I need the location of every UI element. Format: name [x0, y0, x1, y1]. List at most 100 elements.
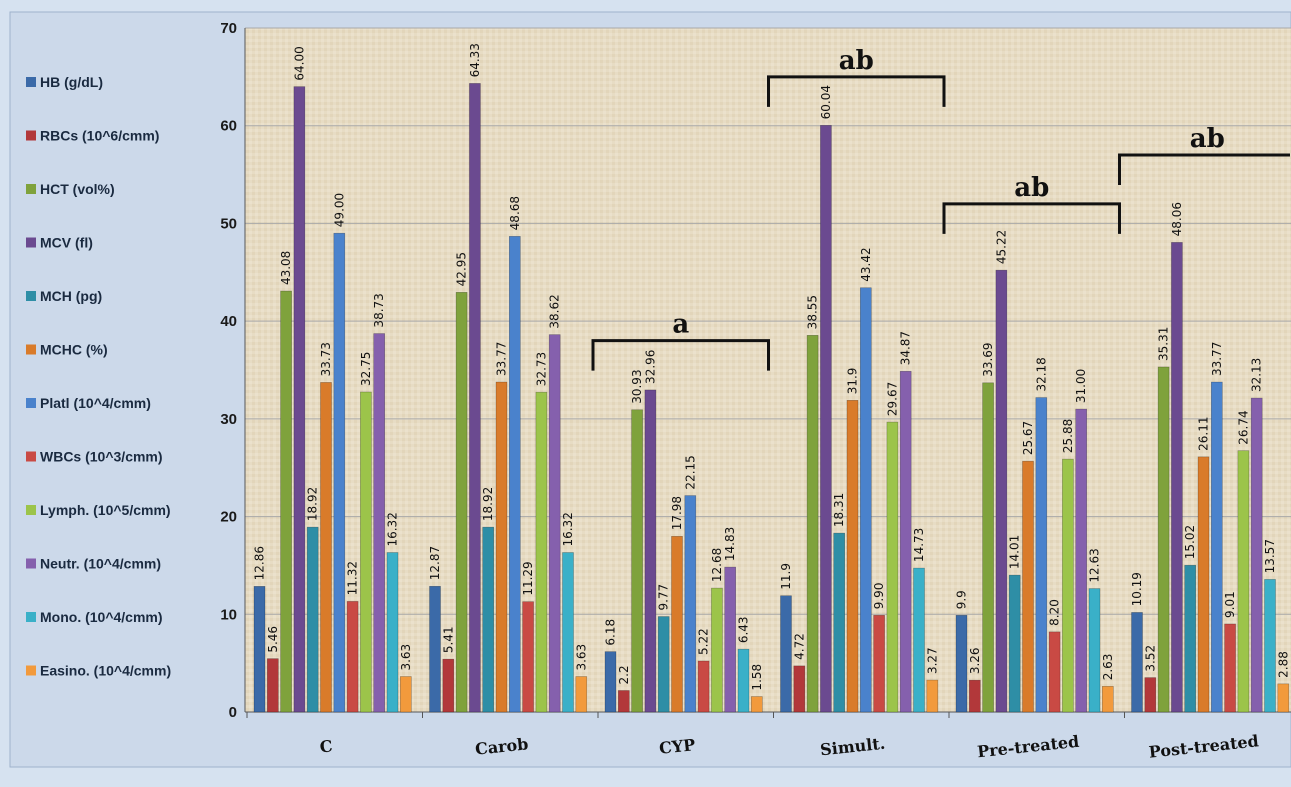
data-label: 12.63 — [1088, 548, 1102, 582]
data-label: 14.73 — [912, 528, 926, 562]
legend-entry: MCV (fl) — [40, 235, 93, 251]
bar — [833, 532, 846, 713]
significance-label: ab — [839, 46, 874, 76]
data-label: 12.87 — [428, 546, 442, 580]
significance-label: ab — [1190, 124, 1225, 154]
data-label: 2.63 — [1101, 654, 1115, 681]
data-label: 49.00 — [332, 193, 346, 227]
bar — [873, 614, 885, 713]
data-label: 34.87 — [899, 331, 913, 365]
bar — [982, 382, 994, 713]
data-label: 1.58 — [750, 664, 764, 691]
bar — [657, 616, 670, 713]
data-label: 26.11 — [1197, 417, 1211, 451]
y-tick-label: 20 — [220, 509, 237, 526]
bar — [644, 389, 657, 713]
bar — [846, 399, 859, 713]
significance-bracket — [942, 202, 1121, 234]
data-label: 15.02 — [1183, 525, 1197, 559]
bar — [1211, 381, 1223, 713]
y-tick-label: 50 — [220, 215, 237, 232]
legend-swatch — [26, 77, 36, 87]
data-label: 11.29 — [521, 561, 535, 595]
legend-entry: Lymph. (10^5/cmm) — [40, 502, 171, 518]
bar — [750, 696, 763, 713]
bar — [793, 665, 806, 713]
bar — [266, 658, 279, 713]
legend-swatch — [26, 398, 36, 408]
bar — [684, 495, 697, 713]
bar — [495, 381, 508, 713]
data-label: 8.20 — [1048, 599, 1062, 626]
data-label: 11.32 — [346, 561, 360, 595]
data-label: 31.00 — [1074, 369, 1088, 403]
bar — [711, 587, 723, 713]
y-tick-label: 0 — [229, 704, 237, 721]
data-label: 48.06 — [1170, 202, 1184, 236]
data-label: 3.27 — [925, 647, 939, 674]
data-label: 3.26 — [968, 647, 982, 674]
bar — [671, 536, 683, 713]
significance-label: a — [672, 310, 689, 340]
bar — [1264, 579, 1276, 713]
data-label: 3.63 — [399, 644, 413, 671]
bar — [1131, 612, 1143, 713]
bar — [955, 614, 968, 713]
y-tick-label: 10 — [220, 606, 237, 623]
data-label: 22.15 — [683, 455, 697, 489]
bar — [306, 526, 319, 713]
bar — [820, 125, 832, 713]
data-label: 18.31 — [832, 493, 846, 527]
data-label: 32.75 — [359, 352, 373, 386]
data-label: 48.68 — [508, 196, 522, 230]
bar — [780, 595, 792, 713]
bar — [1075, 408, 1087, 713]
bar — [399, 676, 412, 713]
bar — [455, 292, 468, 713]
bar — [886, 421, 899, 713]
significance-label: ab — [1014, 173, 1049, 203]
data-label: 32.96 — [643, 350, 657, 384]
bar — [724, 566, 737, 713]
data-label: 2.88 — [1276, 651, 1290, 678]
bar — [575, 676, 588, 713]
bar — [1157, 366, 1170, 713]
bar — [293, 86, 306, 713]
bar — [320, 382, 332, 713]
bar — [968, 679, 981, 713]
data-label: 14.83 — [723, 527, 737, 561]
legend-swatch — [26, 344, 36, 355]
significance-bracket — [1118, 153, 1290, 186]
data-label: 5.22 — [697, 628, 711, 655]
legend-entry: HB (g/dL) — [40, 74, 103, 90]
data-label: 9.01 — [1223, 591, 1237, 618]
bar — [562, 552, 574, 713]
legend-entry: Mono. (10^4/cmm) — [40, 609, 163, 625]
y-tick-label: 30 — [220, 411, 237, 428]
bar — [806, 335, 819, 713]
data-label: 30.93 — [630, 369, 644, 403]
y-tick-label: 40 — [220, 313, 237, 330]
legend-entry: Easino. (10^4/cmm) — [40, 663, 171, 679]
bar — [469, 83, 481, 713]
bar — [1277, 683, 1290, 713]
data-label: 18.92 — [306, 487, 320, 521]
data-label: 33.77 — [1210, 342, 1224, 376]
bar — [1144, 677, 1157, 713]
legend-swatch — [26, 558, 36, 569]
legend-entry: Neutr. (10^4/cmm) — [40, 556, 161, 572]
legend-entry: HCT (vol%) — [40, 181, 115, 197]
data-label: 9.90 — [872, 583, 886, 610]
data-label: 45.22 — [994, 230, 1008, 264]
data-label: 6.43 — [737, 616, 751, 643]
data-label: 25.88 — [1061, 419, 1075, 453]
data-label: 26.74 — [1236, 410, 1250, 444]
bar — [548, 334, 561, 713]
legend-swatch — [26, 612, 36, 622]
data-label: 9.77 — [657, 584, 671, 611]
legend-swatch — [26, 505, 36, 515]
bar — [1197, 456, 1210, 713]
data-label: 18.92 — [481, 487, 495, 521]
bar — [1008, 574, 1021, 713]
bar — [913, 567, 925, 713]
